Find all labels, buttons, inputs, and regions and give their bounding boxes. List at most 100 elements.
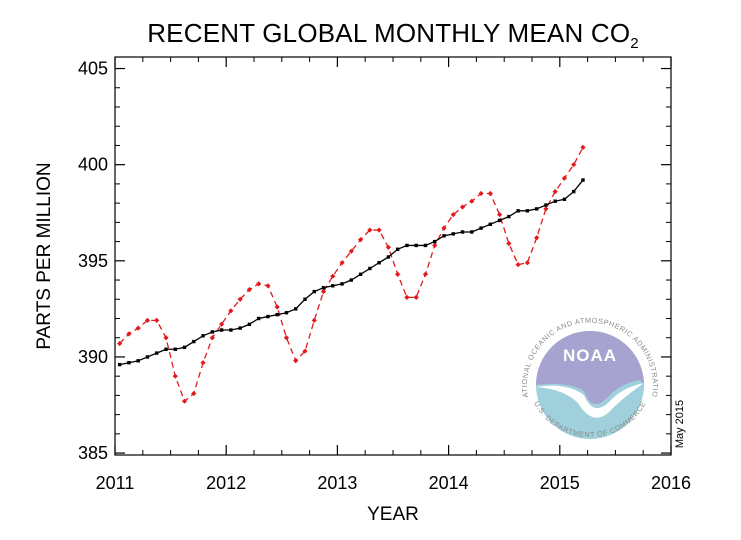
data-point-monthly: [524, 260, 530, 266]
data-point-monthly: [237, 296, 243, 302]
logo-noaa-text: NOAA: [563, 346, 617, 365]
data-point-monthly: [422, 271, 429, 277]
data-point-trend: [340, 282, 344, 286]
y-tick-label: 395: [78, 251, 108, 271]
data-point-monthly: [320, 288, 327, 295]
data-point-trend: [423, 243, 428, 248]
data-point-monthly: [357, 237, 364, 243]
data-point-trend: [581, 178, 585, 182]
data-point-monthly: [172, 373, 178, 379]
data-point-trend: [266, 314, 270, 319]
data-point-monthly: [580, 144, 586, 150]
data-point-monthly: [561, 175, 568, 181]
logo-sky-shape: [536, 331, 644, 405]
data-point-monthly: [154, 317, 160, 324]
data-point-trend: [256, 316, 261, 321]
data-point-trend: [321, 286, 326, 290]
data-point-monthly: [246, 287, 252, 293]
data-point-monthly: [367, 227, 373, 233]
data-point-monthly: [432, 242, 438, 249]
data-point-monthly: [191, 390, 197, 397]
data-point-trend: [516, 209, 520, 213]
data-point-trend: [331, 284, 335, 288]
data-point-monthly: [441, 225, 447, 231]
x-tick-label: 2011: [96, 473, 135, 493]
data-point-trend: [534, 207, 539, 211]
data-point-monthly: [293, 358, 299, 364]
series-line-1: [119, 179, 584, 366]
data-point-trend: [173, 347, 177, 351]
data-point-monthly: [348, 248, 354, 254]
data-point-trend: [470, 230, 474, 234]
data-point-monthly: [274, 304, 280, 310]
data-point-trend: [358, 272, 363, 276]
data-point-monthly: [163, 335, 169, 341]
data-point-trend: [572, 189, 576, 194]
data-point-trend: [210, 330, 215, 334]
chart-title-subscript: 2: [630, 35, 639, 52]
data-point-trend: [479, 226, 483, 230]
data-point-monthly: [181, 398, 188, 404]
data-point-monthly: [487, 190, 493, 197]
data-point-monthly: [478, 190, 484, 197]
data-point-monthly: [339, 260, 345, 266]
data-point-trend: [405, 243, 409, 248]
data-point-trend: [229, 328, 233, 332]
data-point-trend: [414, 243, 418, 248]
data-point-trend: [136, 359, 140, 363]
data-point-trend: [247, 322, 252, 326]
data-point-monthly: [144, 317, 151, 324]
y-axis-label: PARTS PER MILLION: [34, 162, 55, 349]
data-point-trend: [442, 234, 446, 238]
data-point-trend: [303, 297, 307, 301]
data-point-monthly: [385, 244, 391, 250]
data-point-monthly: [376, 227, 382, 233]
data-point-monthly: [135, 325, 141, 331]
axis-ticks: 2011 2012 2013 2014 2015 2016 385 390 395 400 405: [78, 57, 691, 493]
data-point-trend: [155, 351, 159, 355]
data-point-monthly: [265, 283, 271, 289]
data-point-trend: [497, 218, 502, 223]
data-point-monthly: [534, 235, 540, 241]
data-point-trend: [562, 197, 567, 201]
data-point-monthly: [330, 273, 336, 279]
data-point-trend: [238, 326, 242, 330]
data-point-monthly: [209, 335, 215, 341]
chart-title-text: RECENT GLOBAL MONTHLY MEAN CO: [147, 18, 631, 48]
data-point-trend: [117, 362, 122, 367]
data-point-monthly: [515, 262, 521, 268]
data-point-monthly: [543, 206, 549, 212]
data-point-monthly: [218, 321, 225, 327]
data-point-trend: [192, 339, 196, 344]
data-point-trend: [349, 278, 354, 282]
data-point-trend: [460, 230, 465, 234]
data-point-trend: [544, 203, 548, 207]
date-annotation: May 2015: [674, 400, 686, 448]
x-tick-label: 2012: [206, 473, 246, 493]
data-point-monthly: [126, 331, 132, 337]
data-point-monthly: [200, 360, 206, 366]
x-tick-label: 2014: [429, 473, 469, 493]
data-point-trend: [488, 222, 493, 226]
data-point-monthly: [496, 212, 503, 218]
data-point-trend: [312, 289, 316, 294]
data-point-monthly: [450, 212, 456, 218]
data-point-monthly: [469, 198, 475, 204]
data-point-monthly: [117, 340, 123, 347]
series-layer: [117, 144, 586, 404]
series-line-0: [119, 147, 584, 403]
data-point-trend: [219, 328, 224, 332]
data-point-monthly: [283, 335, 290, 341]
data-point-trend: [386, 255, 391, 259]
x-tick-label: 2013: [317, 473, 357, 493]
data-point-trend: [127, 361, 131, 365]
data-point-monthly: [552, 188, 558, 195]
logo-bird-shape: [536, 383, 644, 418]
data-point-trend: [164, 347, 168, 351]
data-point-trend: [525, 209, 530, 213]
data-point-trend: [553, 199, 557, 203]
y-tick-label: 390: [78, 347, 108, 367]
data-point-monthly: [302, 348, 308, 354]
y-tick-label: 385: [78, 443, 108, 463]
data-point-trend: [201, 334, 205, 338]
